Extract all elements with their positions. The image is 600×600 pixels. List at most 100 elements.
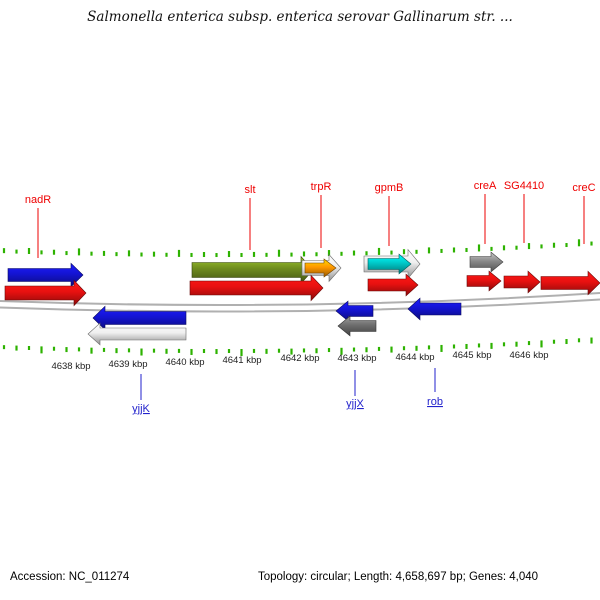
gene-label-rob[interactable]: rob bbox=[427, 396, 443, 408]
scale-tick bbox=[152, 348, 156, 353]
gene-label-creA[interactable]: creA bbox=[474, 180, 497, 192]
gene-arrow-trpR[interactable] bbox=[304, 258, 337, 278]
axis-label: 4642 kbp bbox=[280, 353, 319, 364]
scale-tick bbox=[515, 245, 518, 250]
scale-tick bbox=[265, 348, 268, 354]
scale-tick bbox=[40, 346, 43, 354]
scale-tick bbox=[465, 247, 468, 252]
topology-text: Topology: circular; Length: 4,658,697 bp… bbox=[258, 571, 539, 583]
gene-arrow-gpmB[interactable] bbox=[367, 253, 412, 275]
scale-tick bbox=[15, 249, 18, 254]
gene-label-creC[interactable]: creC bbox=[572, 182, 595, 194]
gene-arrow[interactable] bbox=[367, 273, 419, 297]
scale-tick bbox=[152, 251, 156, 257]
gene-arrow-SG4410[interactable] bbox=[503, 270, 541, 294]
scale-tick bbox=[290, 348, 293, 355]
gene-label-slt[interactable]: slt bbox=[245, 184, 256, 196]
gene-arrow[interactable] bbox=[466, 270, 502, 292]
scale-tick bbox=[427, 345, 431, 350]
scale-tick bbox=[165, 348, 168, 354]
scale-tick bbox=[377, 247, 381, 255]
scale-tick bbox=[590, 337, 593, 344]
scale-tick bbox=[490, 342, 493, 349]
scale-tick bbox=[90, 251, 93, 256]
scale-tick bbox=[315, 252, 318, 257]
axis-label: 4643 kbp bbox=[337, 353, 376, 364]
scale-tick bbox=[540, 244, 543, 249]
scale-tick bbox=[65, 347, 68, 353]
scale-tick bbox=[390, 346, 393, 353]
gene-arrow-creC[interactable] bbox=[540, 270, 600, 296]
scale-tick bbox=[340, 347, 343, 355]
status-bar: Accession: NC_011274 Topology: circular;… bbox=[0, 571, 600, 591]
scale-tick bbox=[290, 252, 293, 257]
scale-tick bbox=[127, 250, 131, 257]
scale-tick bbox=[277, 348, 281, 353]
scale-tick bbox=[227, 349, 231, 354]
scale-tick bbox=[465, 343, 468, 349]
gene-label-nadR[interactable]: nadR bbox=[25, 194, 51, 206]
scale-tick bbox=[315, 348, 318, 354]
scale-tick bbox=[252, 348, 256, 353]
scale-tick bbox=[577, 338, 581, 343]
gene-arrow-rob[interactable] bbox=[407, 297, 462, 321]
gene-label-SG4410[interactable]: SG4410 bbox=[504, 180, 544, 192]
scale-tick bbox=[440, 248, 443, 253]
scale-tick bbox=[202, 349, 206, 354]
scale-tick bbox=[415, 249, 418, 254]
accession-text: Accession: NC_011274 bbox=[10, 571, 130, 583]
scale-tick bbox=[452, 344, 456, 349]
gene-arrow[interactable] bbox=[189, 274, 324, 302]
axis-label: 4638 kbp bbox=[51, 361, 90, 372]
scale-tick bbox=[265, 252, 268, 257]
scale-tick bbox=[127, 348, 131, 353]
gene-arrow[interactable] bbox=[4, 279, 87, 307]
scale-tick bbox=[352, 250, 356, 256]
gene-arrow-creA[interactable] bbox=[469, 251, 504, 273]
scale-tick bbox=[302, 348, 306, 353]
axis-label: 4641 kbp bbox=[222, 355, 261, 366]
scale-tick bbox=[140, 348, 143, 356]
scale-tick bbox=[90, 347, 93, 354]
scale-tick bbox=[202, 252, 206, 258]
gene-label-trpR[interactable]: trpR bbox=[311, 181, 332, 193]
gene-arrow-slt[interactable] bbox=[191, 255, 314, 285]
gene-label-gpmB[interactable]: gpmB bbox=[375, 182, 404, 194]
scale-tick bbox=[377, 346, 381, 351]
scale-tick bbox=[77, 248, 81, 256]
gene-arrow-yjjX[interactable] bbox=[335, 300, 374, 322]
scale-tick bbox=[502, 245, 506, 251]
scale-tick bbox=[402, 249, 406, 255]
scale-tick bbox=[240, 252, 243, 257]
scale-tick bbox=[540, 340, 543, 348]
gene-arrow[interactable] bbox=[7, 262, 84, 288]
scale-tick bbox=[390, 250, 393, 255]
axis-label: 4646 kbp bbox=[509, 350, 548, 361]
scale-tick bbox=[52, 346, 56, 351]
scale-tick bbox=[565, 243, 568, 248]
axis-label: 4644 kbp bbox=[395, 352, 434, 363]
scale-tick bbox=[15, 345, 18, 351]
scale-tick bbox=[115, 252, 118, 257]
gene-label-yjjK[interactable]: yjjK bbox=[132, 403, 150, 415]
gene-label-yjjX[interactable]: yjjX bbox=[346, 398, 364, 410]
scale-tick bbox=[190, 252, 193, 257]
scale-tick bbox=[527, 243, 531, 250]
scale-tick bbox=[365, 347, 368, 353]
gene-arrow[interactable] bbox=[337, 315, 377, 337]
axis-label: 4645 kbp bbox=[452, 350, 491, 361]
page-title: Salmonella enterica subsp. enterica sero… bbox=[87, 9, 513, 25]
scale-tick bbox=[477, 244, 481, 252]
scale-tick bbox=[590, 241, 593, 246]
scale-tick bbox=[502, 342, 506, 347]
axis-label: 4640 kbp bbox=[165, 357, 204, 368]
gene-arrow[interactable] bbox=[87, 322, 187, 346]
scale-tick bbox=[415, 345, 418, 351]
scale-tick bbox=[165, 252, 168, 257]
scale-tick bbox=[227, 251, 231, 258]
scale-tick bbox=[452, 247, 456, 253]
scale-tick bbox=[565, 339, 568, 345]
scale-tick bbox=[302, 251, 306, 257]
scale-tick bbox=[27, 247, 31, 254]
